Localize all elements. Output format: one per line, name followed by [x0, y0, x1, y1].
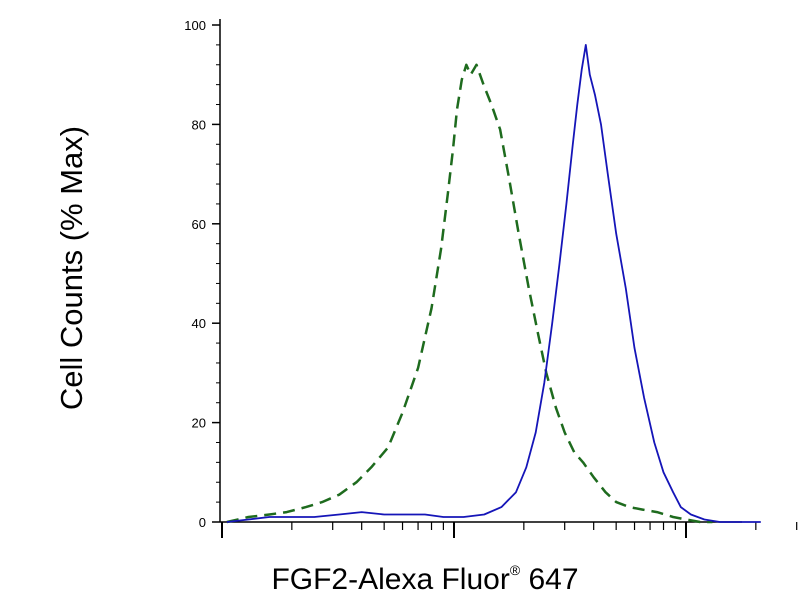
y-tick-label: 20 — [192, 416, 206, 431]
x-axis-label-main: FGF2-Alexa Fluor — [271, 563, 510, 596]
axes: 0 20 40 60 80 100 — [184, 18, 798, 538]
y-tick-label: 100 — [184, 18, 206, 33]
x-axis-label: FGF2-Alexa Fluor® 647 — [0, 562, 800, 597]
y-tick-label: 80 — [192, 117, 206, 132]
sample-histogram-line — [226, 44, 761, 523]
registered-mark: ® — [509, 562, 521, 578]
series-layer — [226, 44, 761, 524]
y-axis-label: Cell Counts (% Max) — [54, 125, 89, 411]
y-tick-label: 0 — [199, 515, 206, 530]
x-axis-label-tail: 647 — [528, 563, 579, 596]
y-tick-label: 60 — [192, 217, 206, 232]
control-histogram-line — [226, 63, 713, 524]
y-tick-label: 40 — [192, 316, 206, 331]
